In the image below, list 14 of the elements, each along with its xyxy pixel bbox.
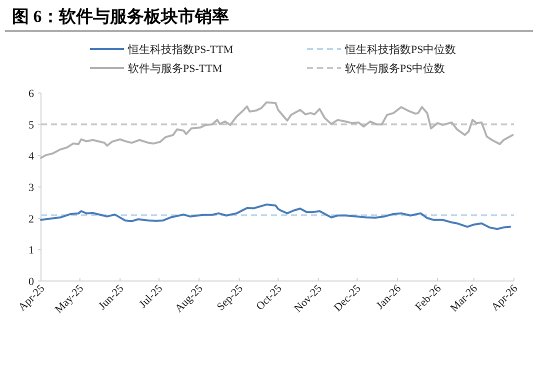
y-tick-label: 1 — [28, 244, 34, 257]
line-series — [40, 101, 514, 159]
y-tick-label: 5 — [28, 119, 34, 132]
chart-title: 图 6：软件与服务板块市销率 — [12, 7, 229, 26]
legend-label: 恒生科技指数PS中位数 — [344, 43, 456, 56]
y-tick-label: 6 — [28, 88, 34, 100]
y-tick-label: 3 — [28, 182, 34, 194]
y-tick-label: 0 — [28, 276, 34, 288]
y-tick-label: 4 — [28, 150, 34, 163]
y-tick-label: 2 — [28, 213, 34, 226]
line-series — [40, 204, 512, 230]
legend-label: 软件与服务PS中位数 — [345, 62, 446, 75]
legend-label: 恒生科技指数PS-TTM — [127, 43, 234, 56]
legend-label: 软件与服务PS-TTM — [128, 62, 222, 75]
